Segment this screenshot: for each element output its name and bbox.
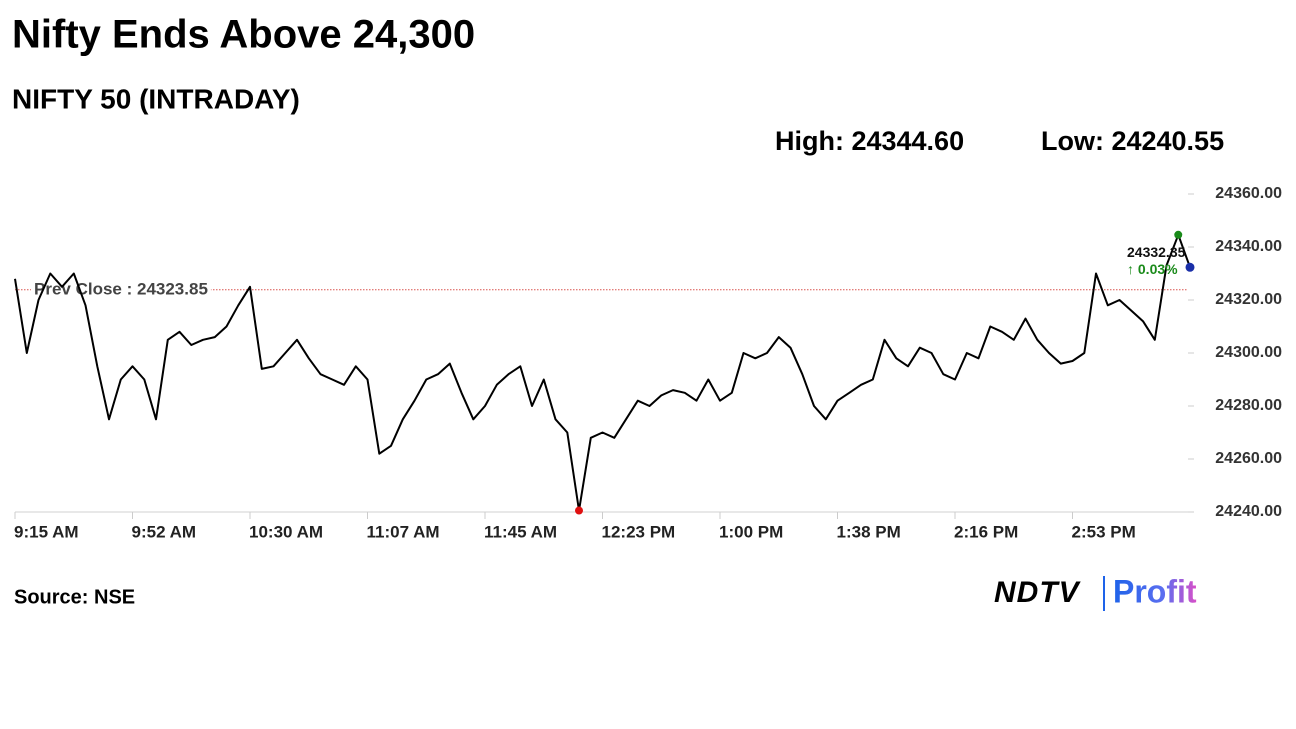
x-tick-label: 1:38 PM xyxy=(837,522,901,541)
x-tick-label: 2:53 PM xyxy=(1072,522,1136,541)
x-tick-label: 9:52 AM xyxy=(132,522,197,541)
y-tick-label: 24240.00 xyxy=(1215,503,1282,520)
x-tick-label: 9:15 AM xyxy=(14,522,79,541)
low-marker xyxy=(575,506,583,515)
logo-product: Profit xyxy=(1113,573,1197,609)
y-tick-label: 24340.00 xyxy=(1215,238,1282,255)
y-tick-label: 24320.00 xyxy=(1215,291,1282,308)
last-value-label: 24332.35 xyxy=(1127,244,1186,260)
x-tick-label: 10:30 AM xyxy=(249,522,323,541)
reference-label-bg xyxy=(31,279,211,299)
y-tick-label: 24300.00 xyxy=(1215,344,1282,361)
change-label: ↑ 0.03% xyxy=(1127,261,1178,277)
price-line xyxy=(14,233,1191,512)
x-tick-label: 11:45 AM xyxy=(484,522,557,541)
chart-subtitle: NIFTY 50 (INTRADAY) xyxy=(12,83,300,114)
x-tick-label: 12:23 PM xyxy=(602,522,676,541)
reference-label: Prev Close : 24323.85 xyxy=(34,279,208,298)
high-label: High: 24344.60 xyxy=(775,126,964,156)
y-tick-label: 24260.00 xyxy=(1215,450,1282,467)
chart-title: Nifty Ends Above 24,300 xyxy=(12,13,475,57)
low-label: Low: 24240.55 xyxy=(1041,126,1224,156)
y-tick-label: 24280.00 xyxy=(1215,397,1282,414)
last-marker xyxy=(1185,262,1195,272)
logo-brand: NDTV xyxy=(994,576,1082,609)
high-marker xyxy=(1174,230,1183,239)
source: Source: NSE xyxy=(14,586,135,608)
y-tick-label: 24360.00 xyxy=(1215,185,1282,202)
x-tick-label: 2:16 PM xyxy=(954,522,1018,541)
x-tick-label: 11:07 AM xyxy=(367,522,440,541)
x-tick-label: 1:00 PM xyxy=(719,522,783,541)
